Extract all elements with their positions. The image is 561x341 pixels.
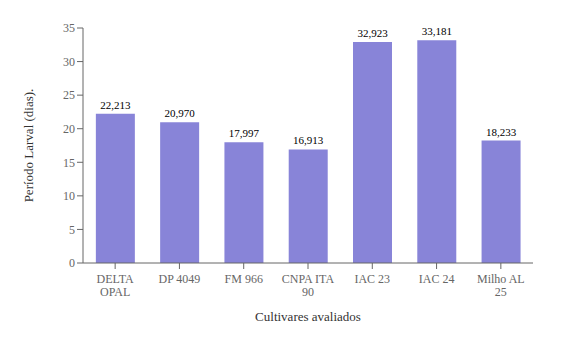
svg-text:Período Larval (dias).: Período Larval (dias).	[21, 89, 36, 203]
svg-text:33,181: 33,181	[422, 25, 452, 37]
svg-text:0: 0	[69, 256, 75, 270]
svg-text:Milho AL25: Milho AL25	[477, 272, 525, 299]
svg-text:25: 25	[63, 88, 75, 102]
svg-text:16,913: 16,913	[293, 134, 324, 146]
svg-text:15: 15	[63, 156, 75, 170]
svg-text:20,970: 20,970	[165, 107, 196, 119]
svg-text:35: 35	[63, 21, 75, 35]
svg-text:20: 20	[63, 122, 75, 136]
svg-text:IAC 23: IAC 23	[354, 272, 390, 286]
svg-text:5: 5	[69, 223, 75, 237]
svg-text:30: 30	[63, 55, 75, 69]
svg-text:CNPA ITA90: CNPA ITA90	[282, 272, 335, 299]
svg-text:18,233: 18,233	[486, 126, 517, 138]
svg-text:10: 10	[63, 189, 75, 203]
svg-text:17,997: 17,997	[229, 127, 260, 139]
svg-text:DELTAOPAL: DELTAOPAL	[97, 272, 135, 299]
svg-text:DP 4049: DP 4049	[158, 272, 200, 286]
svg-text:22,213: 22,213	[100, 99, 131, 111]
svg-text:Cultivares avaliados: Cultivares avaliados	[255, 309, 361, 324]
svg-text:IAC 24: IAC 24	[419, 272, 455, 286]
svg-text:32,923: 32,923	[357, 27, 388, 39]
svg-text:FM 966: FM 966	[225, 272, 263, 286]
